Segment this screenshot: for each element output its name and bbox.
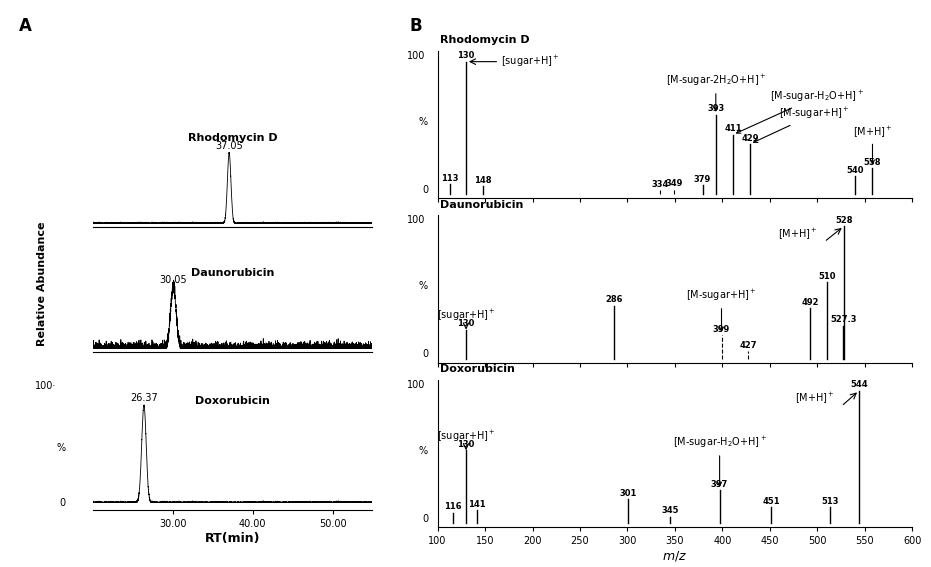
- Text: 349: 349: [666, 179, 682, 188]
- Text: %: %: [419, 281, 428, 291]
- Text: 37.05: 37.05: [215, 142, 243, 151]
- Text: Daunorubicin: Daunorubicin: [440, 200, 523, 210]
- Text: Rhodomycin D: Rhodomycin D: [188, 133, 277, 143]
- Text: 393: 393: [708, 104, 724, 113]
- Text: 510: 510: [818, 272, 836, 281]
- Text: Doxorubicin: Doxorubicin: [196, 396, 270, 405]
- Text: 544: 544: [850, 380, 868, 389]
- Text: 411: 411: [724, 124, 742, 133]
- Text: [M-sugar-2H$_2$O+H]$^+$: [M-sugar-2H$_2$O+H]$^+$: [666, 73, 766, 111]
- Text: 301: 301: [620, 489, 637, 498]
- Text: 141: 141: [467, 500, 485, 509]
- Text: 100: 100: [408, 51, 425, 61]
- Text: Rhodomycin D: Rhodomycin D: [440, 35, 530, 45]
- Text: Relative Abundance: Relative Abundance: [37, 221, 47, 346]
- Text: 116: 116: [444, 502, 462, 511]
- Text: 379: 379: [694, 175, 711, 184]
- Text: 0: 0: [59, 498, 65, 508]
- Text: 100: 100: [408, 215, 425, 226]
- Text: [sugar+H]$^+$: [sugar+H]$^+$: [437, 429, 495, 443]
- Text: 100: 100: [408, 380, 425, 390]
- Text: Daunorubicin: Daunorubicin: [191, 268, 275, 278]
- Text: 130: 130: [457, 319, 475, 328]
- Text: 345: 345: [662, 506, 679, 515]
- Text: 0: 0: [422, 514, 428, 524]
- Text: 30.05: 30.05: [159, 274, 187, 285]
- Text: [sugar+H]$^+$: [sugar+H]$^+$: [501, 54, 560, 69]
- Text: %: %: [56, 443, 65, 453]
- Text: 427: 427: [739, 341, 757, 350]
- Text: 429: 429: [741, 134, 759, 143]
- Text: 100·: 100·: [35, 380, 57, 391]
- Text: 527.3: 527.3: [830, 315, 857, 324]
- Text: 286: 286: [605, 295, 623, 304]
- X-axis label: RT(min): RT(min): [205, 532, 261, 545]
- Text: [M+H]$^+$: [M+H]$^+$: [777, 226, 817, 241]
- Text: [M-sugar+H]$^+$: [M-sugar+H]$^+$: [753, 107, 850, 142]
- Text: 451: 451: [762, 497, 779, 506]
- Text: %: %: [419, 117, 428, 127]
- Text: 130: 130: [457, 440, 475, 449]
- Text: 334: 334: [651, 180, 668, 189]
- Text: 399: 399: [713, 325, 730, 333]
- Text: B: B: [410, 17, 423, 35]
- Text: A: A: [19, 17, 32, 35]
- Text: [M+H]$^+$: [M+H]$^+$: [853, 124, 893, 164]
- Text: [M-sugar-H$_2$O+H]$^+$: [M-sugar-H$_2$O+H]$^+$: [736, 89, 864, 133]
- Text: 0: 0: [422, 349, 428, 359]
- X-axis label: $m/z$: $m/z$: [662, 549, 688, 563]
- Text: 130: 130: [457, 52, 475, 60]
- Text: 397: 397: [711, 480, 728, 489]
- Text: [M+H]$^+$: [M+H]$^+$: [795, 390, 834, 405]
- Text: 113: 113: [441, 174, 459, 183]
- Text: 513: 513: [821, 497, 839, 506]
- Text: %: %: [419, 446, 428, 456]
- Text: Doxorubicin: Doxorubicin: [440, 364, 515, 374]
- Text: 0: 0: [422, 185, 428, 195]
- Text: [M-sugar-H$_2$O+H]$^+$: [M-sugar-H$_2$O+H]$^+$: [672, 435, 766, 486]
- Text: [M-sugar+H]$^+$: [M-sugar+H]$^+$: [686, 288, 757, 331]
- Text: 528: 528: [835, 216, 853, 225]
- Text: 492: 492: [801, 298, 818, 307]
- Text: 558: 558: [864, 158, 882, 167]
- Text: 148: 148: [475, 176, 492, 185]
- Text: 540: 540: [846, 166, 864, 175]
- Text: 26.37: 26.37: [130, 393, 158, 403]
- Text: [sugar+H]$^+$: [sugar+H]$^+$: [437, 308, 495, 323]
